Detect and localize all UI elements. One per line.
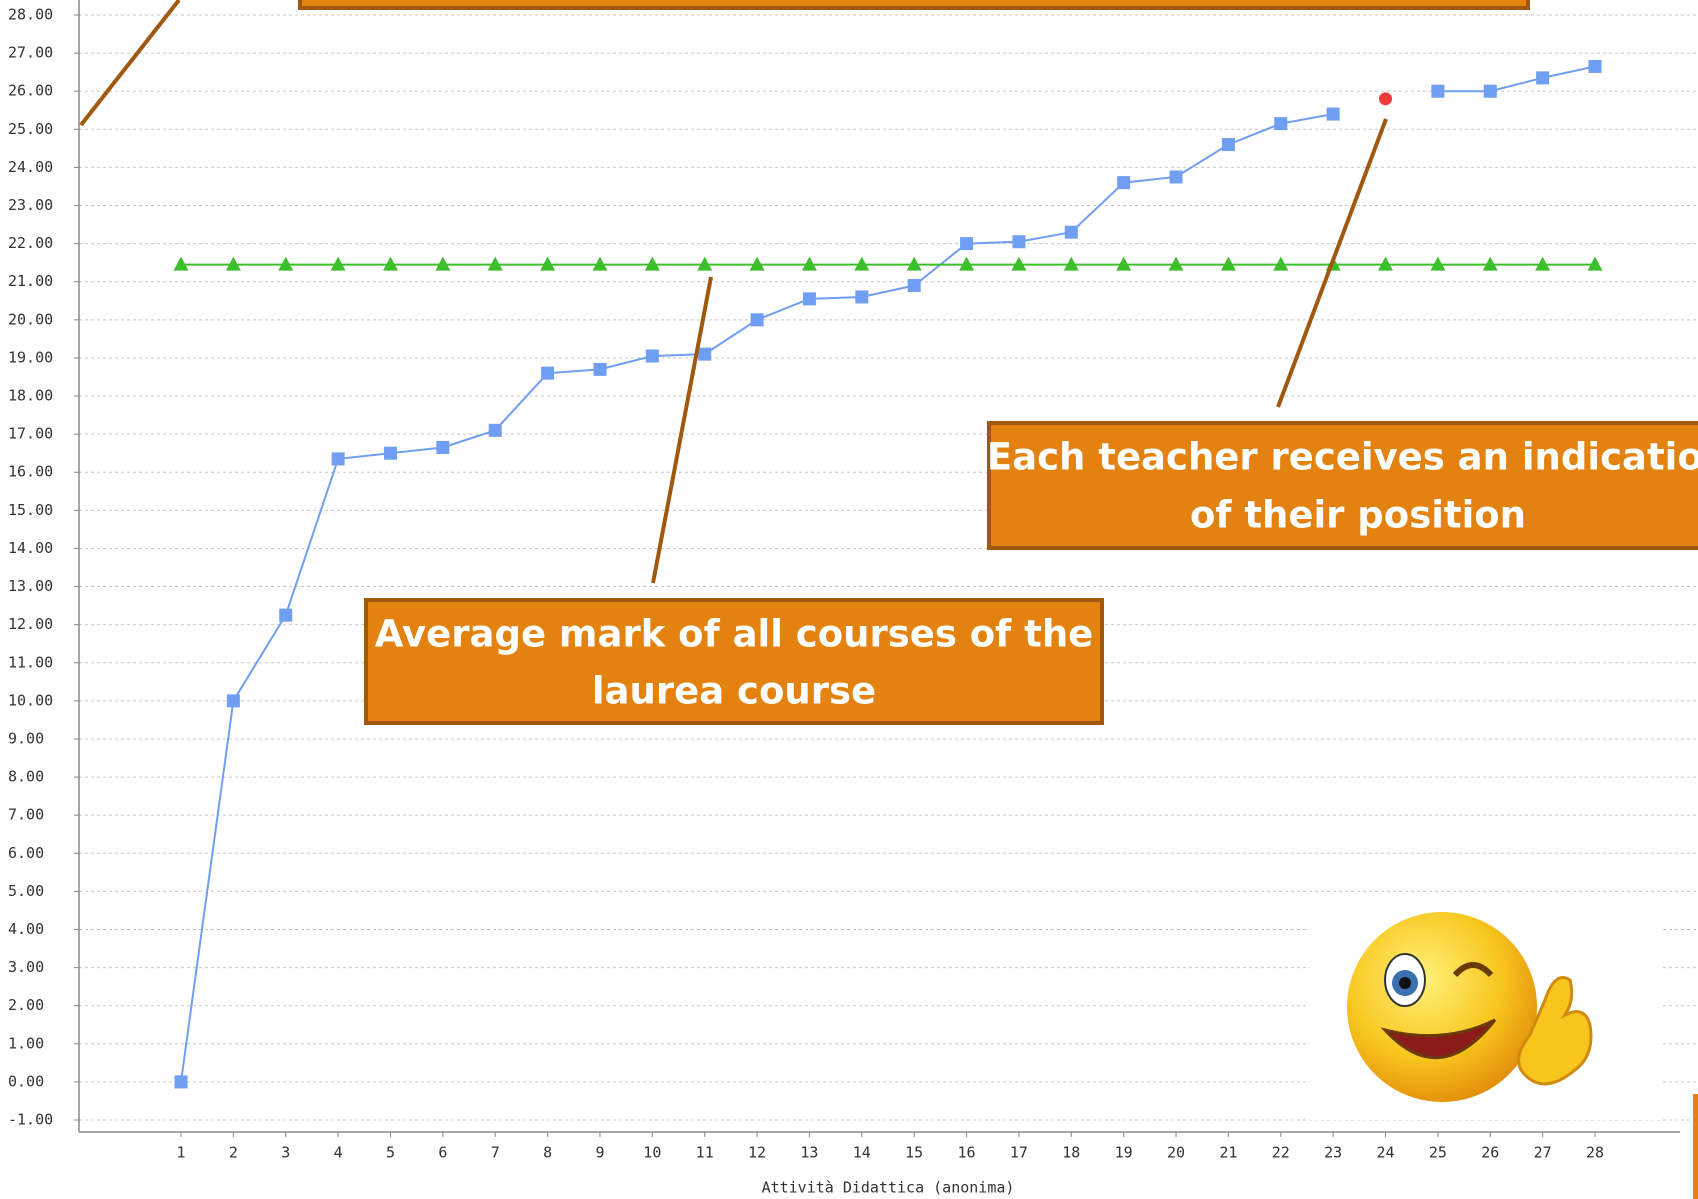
x-tick-label: 3 [281, 1144, 290, 1162]
chart: -1.00 0.00 1.00 2.00 3.00 4.00 5.00 6.00 7.00 8.0… [0, 0, 1698, 1199]
x-tick-label: 1 [176, 1144, 185, 1162]
point [1012, 235, 1025, 248]
point [803, 292, 816, 305]
y-tick-label: 20.00 [8, 310, 53, 328]
x-tick-label: 22 [1272, 1144, 1290, 1162]
point [855, 290, 868, 303]
x-tick-label: 24 [1376, 1144, 1394, 1162]
point [384, 447, 397, 460]
point [1431, 85, 1444, 98]
page: -1.00 0.00 1.00 2.00 3.00 4.00 5.00 6.00 7.00 8.0… [0, 0, 1698, 1199]
callout-text: Each teacher receives an indication [987, 436, 1698, 479]
y-tick-label: 22.00 [8, 234, 53, 252]
point [1484, 85, 1497, 98]
y-tick-label: 5.00 [8, 882, 44, 900]
callout-text: Average mark of all courses of the [375, 613, 1094, 656]
x-tick-label: 18 [1062, 1144, 1080, 1162]
y-tick-label: 25.00 [8, 120, 53, 138]
point [698, 348, 711, 361]
point [1274, 117, 1287, 130]
point [541, 367, 554, 380]
x-tick-label: 12 [748, 1144, 766, 1162]
y-tick-label: 11.00 [8, 653, 53, 671]
x-tick-label: 26 [1481, 1144, 1499, 1162]
point [751, 313, 764, 326]
leader-line [1278, 119, 1386, 407]
x-tick-label: 28 [1586, 1144, 1604, 1162]
y-tick-label: 4.00 [8, 920, 44, 938]
x-axis-title: Attività Didattica (anonima) [762, 1179, 1015, 1197]
y-tick-label: 23.00 [8, 196, 53, 214]
point [593, 363, 606, 376]
callout-text: of their position [1190, 494, 1526, 537]
y-tick-label: 21.00 [8, 272, 53, 290]
point [332, 452, 345, 465]
x-tick-label: 10 [643, 1144, 661, 1162]
x-tick-label: 17 [1010, 1144, 1028, 1162]
y-tick-label: 24.00 [8, 158, 53, 176]
y-tick-label: 12.00 [8, 615, 53, 633]
point [1379, 92, 1392, 105]
point [1117, 176, 1130, 189]
y-tick-label: 7.00 [8, 806, 44, 824]
x-tick-label: 11 [696, 1144, 714, 1162]
leader-line [653, 277, 711, 583]
y-tick-label: -1.00 [8, 1111, 53, 1129]
y-tick-label: 19.00 [8, 348, 53, 366]
point [1222, 138, 1235, 151]
edge-decoration [1693, 1094, 1698, 1199]
point [279, 609, 292, 622]
x-tick-label: 7 [491, 1144, 500, 1162]
callout-box [300, 0, 1528, 8]
y-tick-label: 18.00 [8, 387, 53, 405]
y-tick-label: 0.00 [8, 1072, 44, 1090]
point [1327, 108, 1340, 121]
x-tick-label: 19 [1115, 1144, 1133, 1162]
point [1065, 226, 1078, 239]
x-tick-label: 9 [595, 1144, 604, 1162]
overlay: Each teacher receives an indication of t… [81, 0, 1698, 1199]
y-tick-label: 28.00 [8, 6, 53, 24]
point [436, 441, 449, 454]
x-tick-label: 13 [800, 1144, 818, 1162]
x-tick-label: 15 [905, 1144, 923, 1162]
x-tick-label: 4 [334, 1144, 343, 1162]
x-tick-label: 25 [1429, 1144, 1447, 1162]
leader-line [81, 0, 179, 125]
x-tick-label: 27 [1534, 1144, 1552, 1162]
y-tick-label: 13.00 [8, 577, 53, 595]
y-tick-label: 9.00 [8, 729, 44, 747]
y-tick-label: 1.00 [8, 1034, 44, 1052]
y-tick-label: 10.00 [8, 691, 53, 709]
y-tick-label: 2.00 [8, 996, 44, 1014]
point [908, 279, 921, 292]
x-tick-label: 2 [229, 1144, 238, 1162]
point [1536, 71, 1549, 84]
callout-text: laurea course [592, 670, 876, 713]
point [646, 350, 659, 363]
point [175, 1075, 188, 1088]
point [489, 424, 502, 437]
x-tick-label: 8 [543, 1144, 552, 1162]
y-tick-label: 3.00 [8, 958, 44, 976]
x-tick-label: 6 [438, 1144, 447, 1162]
x-tick-label: 21 [1219, 1144, 1237, 1162]
x-tick-label: 5 [386, 1144, 395, 1162]
point [960, 237, 973, 250]
x-tick-label: 23 [1324, 1144, 1342, 1162]
y-tick-label: 15.00 [8, 501, 53, 519]
y-tick-label: 8.00 [8, 768, 44, 786]
point [227, 694, 240, 707]
x-tick-label: 14 [853, 1144, 871, 1162]
y-tick-label: 14.00 [8, 539, 53, 557]
y-tick-label: 26.00 [8, 82, 53, 100]
point [1170, 170, 1183, 183]
x-tick-label: 16 [958, 1144, 976, 1162]
point [1589, 60, 1602, 73]
y-tick-label: 17.00 [8, 425, 53, 443]
y-tick-label: 16.00 [8, 463, 53, 481]
x-tick-label: 20 [1167, 1144, 1185, 1162]
y-tick-label: 27.00 [8, 44, 53, 62]
y-tick-label: 6.00 [8, 844, 44, 862]
